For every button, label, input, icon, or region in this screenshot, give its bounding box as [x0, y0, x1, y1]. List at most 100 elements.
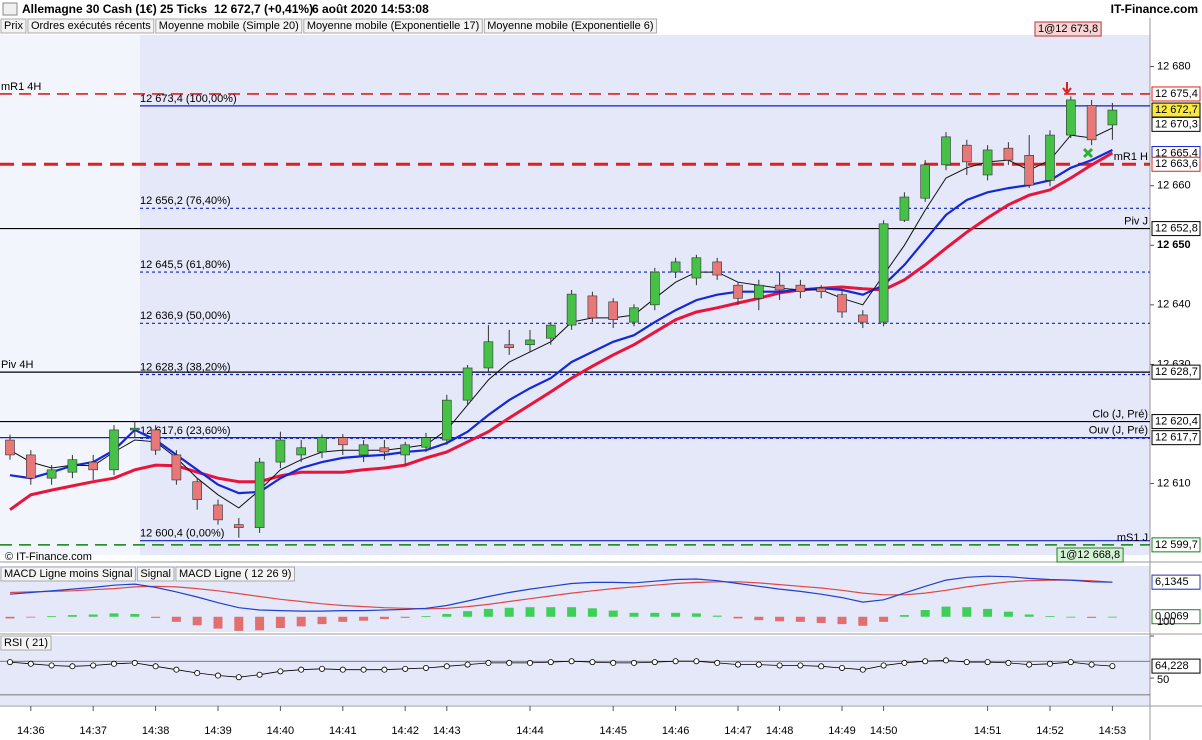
candle-body — [400, 444, 411, 456]
macd-bar — [587, 608, 597, 617]
legend-box — [175, 566, 295, 582]
price-tag — [1151, 658, 1201, 674]
instrument: Allemagne 30 Cash (1€) — [22, 2, 157, 16]
x-tick-label: 14:41 — [329, 725, 357, 737]
x-tick-label: 14:45 — [599, 725, 627, 737]
macd-bar — [525, 607, 535, 617]
macd-bar — [400, 616, 410, 618]
macd-bar — [47, 616, 57, 618]
macd-bar — [1107, 616, 1117, 618]
candle-body — [1107, 109, 1118, 126]
rsi-point — [485, 659, 492, 666]
macd-bar — [691, 613, 701, 617]
candle-body — [712, 261, 723, 276]
x-tick-label: 14:52 — [1036, 725, 1064, 737]
candle-body — [337, 437, 348, 446]
level-label: 12 617,6 (23,60%) — [140, 425, 231, 437]
x-tick-label: 14:36 — [17, 725, 45, 737]
macd-bar — [1045, 616, 1055, 618]
candle-body — [5, 439, 15, 456]
macd-bar — [130, 613, 140, 617]
candle-body — [317, 437, 327, 453]
price-tag — [1151, 156, 1201, 172]
price-tag-label: 12 663,6 — [1155, 158, 1198, 170]
level-label: Piv J — [1124, 215, 1148, 227]
legend-box — [0, 18, 27, 34]
candle-body — [670, 261, 681, 273]
candle-body — [192, 481, 202, 500]
legend-entry: Moyenne mobile (Exponentielle 17) — [307, 20, 479, 32]
rsi-point — [1109, 663, 1116, 670]
macd-bar — [442, 613, 452, 617]
macd-bar — [192, 616, 202, 626]
price-tag-label: 64,228 — [1155, 660, 1189, 672]
rsi-panel — [0, 636, 1150, 705]
annotation: © IT-Finance.com — [5, 551, 92, 563]
macd-bar — [296, 616, 306, 627]
candle-body — [171, 454, 182, 481]
legend-entry: Prix — [4, 20, 23, 32]
macd-bar — [754, 616, 764, 621]
price-tag-label: 12 599,7 — [1155, 539, 1198, 551]
macd-bar — [151, 616, 161, 618]
rsi-point — [1026, 661, 1033, 668]
level-label: mS1 J — [1117, 532, 1148, 544]
macd-bar — [650, 612, 660, 617]
price-tag — [1151, 364, 1201, 380]
candle-body — [920, 164, 931, 199]
x-tick-label: 14:53 — [1099, 725, 1127, 737]
price-tag-label: 0,0069 — [1155, 611, 1189, 623]
candle-body — [441, 399, 452, 441]
macd-bar — [775, 616, 785, 622]
rsi-point — [173, 666, 180, 673]
rsi-point — [755, 661, 762, 668]
rsi-point — [214, 672, 221, 679]
macd-bar — [5, 616, 15, 619]
rsi-point — [735, 661, 742, 668]
macd-bar — [463, 611, 473, 617]
series-line — [9, 149, 1113, 495]
price-tag — [1151, 537, 1201, 553]
macd-bar — [858, 616, 868, 626]
last-price: 12 672,7 (+0,41%) — [214, 2, 313, 16]
rsi-point — [339, 666, 346, 673]
rsi-point — [901, 659, 908, 666]
macd-bar — [899, 615, 909, 617]
candle-body — [982, 149, 993, 176]
candle-body — [421, 437, 431, 448]
candle-body — [358, 444, 369, 456]
macd-bar — [671, 612, 681, 617]
macd-bar — [629, 612, 639, 617]
price-tag — [1151, 221, 1201, 237]
x-tick-label: 14:38 — [142, 725, 170, 737]
rsi-point — [235, 674, 242, 681]
rsi-point — [402, 665, 409, 672]
legend-box — [0, 635, 52, 651]
legend-entry: MACD Ligne ( 12 26 9) — [179, 568, 292, 580]
level-label: 12 656,2 (76,40%) — [140, 195, 231, 207]
rsi-point — [90, 662, 97, 669]
candle-body — [213, 504, 223, 521]
candle-body — [837, 294, 847, 313]
y-tick-label: 12 640 — [1157, 299, 1191, 311]
candle-body — [483, 341, 494, 369]
level-label: 12 600,4 (0,00%) — [140, 528, 224, 540]
macd-bar — [983, 608, 993, 617]
x-tick-label: 14:40 — [267, 725, 295, 737]
legend-box — [483, 18, 658, 34]
candle-body — [275, 439, 286, 463]
level-label: mR1 4H — [1, 81, 41, 93]
legend-entry: RSI ( 21) — [4, 637, 48, 649]
candle-body — [629, 307, 639, 323]
menu-icon[interactable] — [2, 2, 18, 16]
rsi-point — [776, 662, 783, 669]
candle-body — [1066, 99, 1076, 136]
legend-entry: Ordres exécutés récents — [31, 20, 151, 32]
rsi-point — [464, 661, 471, 668]
candle-body — [525, 339, 535, 346]
candle-body — [88, 461, 98, 471]
candle-body — [795, 284, 806, 293]
rsi-point — [1067, 659, 1074, 666]
candle-body — [566, 293, 577, 326]
rsi-point — [568, 658, 575, 665]
